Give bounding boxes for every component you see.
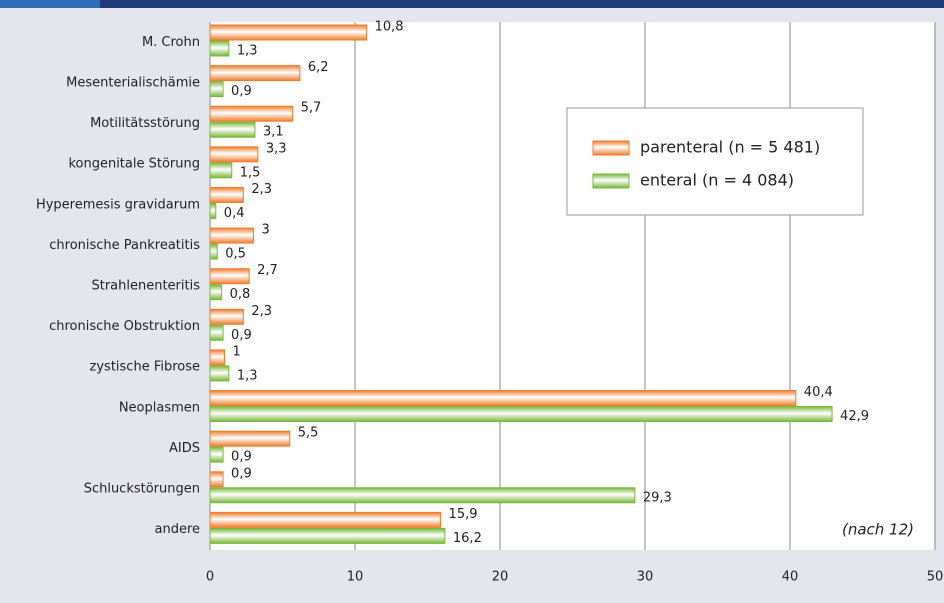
value-label: 2,3 (251, 182, 272, 197)
bar (209, 446, 224, 463)
y-tick-label: zystische Fibrose (90, 360, 200, 375)
value-label: 0,9 (231, 328, 252, 343)
value-label: 10,8 (375, 20, 404, 35)
value-label: 40,4 (804, 385, 833, 400)
value-label: 2,3 (251, 304, 272, 319)
x-tick-label: 50 (927, 570, 944, 585)
y-tick-label: andere (154, 522, 200, 537)
x-tick-label: 0 (206, 570, 214, 585)
value-label: 1,5 (240, 165, 261, 180)
value-label: 42,9 (840, 409, 869, 424)
legend-label: enteral (n = 4 084) (640, 171, 794, 190)
value-label: 0,4 (224, 206, 245, 221)
legend-swatch (592, 173, 630, 189)
value-label: 6,2 (308, 60, 329, 75)
bar (209, 365, 230, 382)
bar (209, 186, 244, 203)
bar (209, 146, 259, 163)
y-tick-label: kongenitale Störung (68, 157, 200, 172)
bar (209, 349, 225, 366)
y-tick-label: Motilitätsstörung (90, 116, 200, 131)
bar (209, 406, 833, 423)
bar (209, 284, 223, 301)
bar (209, 471, 224, 488)
bars (209, 24, 833, 544)
value-label: 1 (233, 344, 241, 359)
value-label: 2,7 (257, 263, 278, 278)
bar (209, 81, 224, 98)
bar (209, 308, 244, 325)
bar (209, 511, 442, 528)
header-block (0, 0, 100, 8)
header-band (0, 0, 944, 8)
legend-box (566, 107, 864, 216)
bar (209, 65, 301, 82)
value-label: 5,5 (298, 426, 319, 441)
bar (209, 162, 233, 179)
value-label: 0,9 (231, 84, 252, 99)
value-label: 0,8 (230, 287, 251, 302)
bar (209, 40, 230, 57)
x-tick-label: 10 (347, 570, 364, 585)
value-label: 0,5 (225, 247, 246, 262)
value-label: 1,3 (237, 368, 258, 383)
bar (209, 121, 256, 138)
bar (209, 268, 250, 285)
bar (209, 24, 368, 41)
bar (209, 390, 797, 407)
value-label: 3 (262, 223, 270, 238)
bar (209, 487, 636, 504)
y-tick-label: Hyperemesis gravidarum (36, 197, 200, 212)
bar (209, 105, 294, 122)
value-label: 0,9 (231, 450, 252, 465)
y-tick-label: Strahlenenteritis (91, 279, 200, 294)
legend-swatch (592, 140, 630, 156)
y-tick-label: Schluckstörungen (84, 482, 200, 497)
bar (209, 527, 446, 544)
y-tick-label: Neoplasmen (119, 400, 200, 415)
value-label: 29,3 (643, 490, 672, 505)
value-label: 0,9 (231, 466, 252, 481)
bar (209, 430, 291, 447)
value-label: 3,1 (263, 125, 284, 140)
bar (209, 243, 218, 260)
value-label: 1,3 (237, 44, 258, 59)
x-tick-label: 20 (492, 570, 509, 585)
bar (209, 202, 217, 219)
bar (209, 227, 254, 244)
legend-label: parenteral (n = 5 481) (640, 138, 820, 157)
value-label: 15,9 (449, 507, 478, 522)
x-tick-label: 30 (637, 570, 654, 585)
y-tick-label: chronische Obstruktion (49, 319, 200, 334)
y-tick-label: chronische Pankreatitis (49, 238, 200, 253)
value-label: 3,3 (266, 141, 287, 156)
x-tick-label: 40 (782, 570, 799, 585)
y-tick-label: AIDS (169, 441, 200, 456)
bar (209, 324, 224, 341)
annotation: (nach 12) (842, 521, 914, 539)
y-tick-label: Mesenterialischämie (66, 75, 200, 90)
value-label: 16,2 (453, 531, 482, 546)
y-tick-label: M. Crohn (142, 35, 200, 50)
value-label: 5,7 (301, 101, 322, 116)
